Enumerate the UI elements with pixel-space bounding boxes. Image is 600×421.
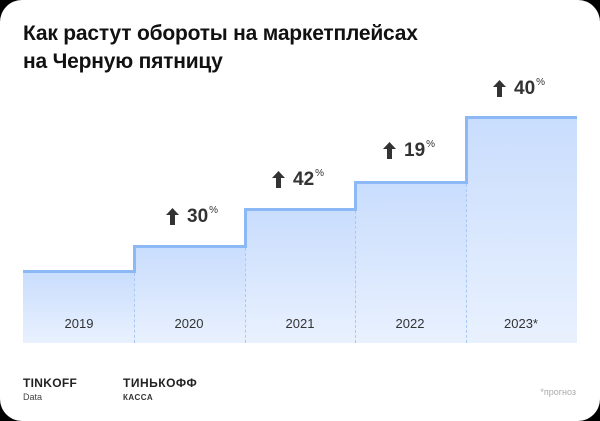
divider — [355, 211, 356, 343]
tinkoff-kassa-logo: ТИНЬКОФФ КАССА — [123, 376, 197, 402]
percent-sign: % — [209, 205, 219, 216]
year-label: 2019 — [64, 316, 94, 331]
arrow-up-icon — [383, 142, 396, 159]
logo-sub: КАССА — [123, 393, 154, 402]
step-edge — [244, 208, 247, 248]
growth-label-2020: 30% — [166, 206, 218, 228]
growth-value: 42 — [293, 169, 315, 190]
bar-2021 — [245, 208, 355, 343]
percent-sign: % — [426, 139, 436, 150]
divider — [245, 248, 246, 343]
year-label: 2021 — [285, 316, 315, 331]
forecast-note: *прогноз — [540, 387, 576, 397]
divider — [466, 184, 467, 343]
step-edge — [354, 181, 357, 211]
logo-main: TINKOFF — [23, 376, 78, 390]
year-label: 2022 — [395, 316, 425, 331]
title-line-1: Как растут обороты на маркетплейсах — [23, 22, 418, 45]
growth-label-2023: 40% — [493, 78, 545, 100]
arrow-up-icon — [272, 171, 285, 188]
percent-sign: % — [315, 168, 325, 179]
logo-sub: Data — [23, 392, 43, 402]
growth-label-2021: 42% — [272, 169, 324, 191]
growth-value: 40 — [514, 78, 536, 99]
step-edge — [133, 245, 136, 273]
tinkoff-data-logo: TINKOFF Data — [23, 376, 77, 402]
growth-value: 30 — [187, 206, 209, 227]
arrow-up-icon — [166, 208, 179, 225]
year-label: 2023* — [504, 316, 538, 331]
logo-main: ТИНЬКОФФ — [123, 376, 198, 390]
bar-2022 — [355, 181, 466, 343]
growth-value: 19 — [404, 140, 426, 161]
step-edge — [465, 116, 468, 184]
divider — [134, 273, 135, 343]
bar-2019 — [23, 270, 134, 343]
year-label: 2020 — [174, 316, 204, 331]
growth-label-2022: 19% — [383, 140, 435, 162]
bar-2023 — [466, 116, 577, 343]
chart-title: Как растут обороты на маркетплейсах на Ч… — [23, 20, 418, 76]
bar-2020 — [134, 245, 245, 343]
percent-sign: % — [536, 77, 546, 88]
title-line-2: на Черную пятницу — [23, 50, 223, 73]
arrow-up-icon — [493, 80, 506, 97]
